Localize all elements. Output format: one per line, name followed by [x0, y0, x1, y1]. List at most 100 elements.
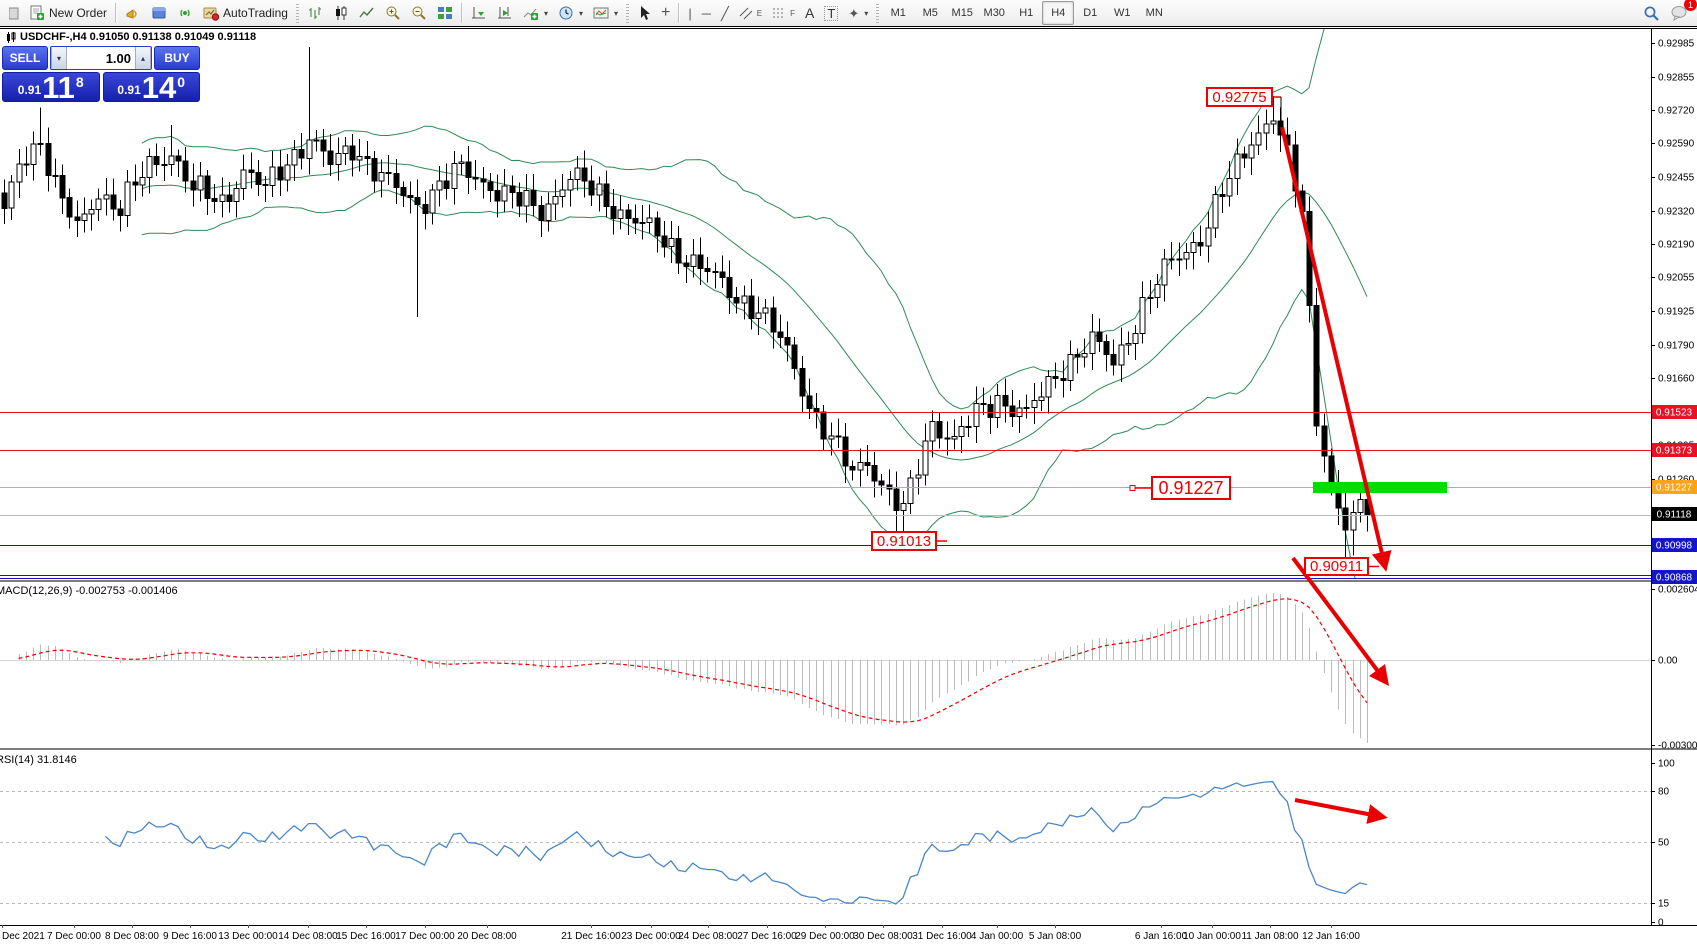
candlestick-mode-button[interactable]	[328, 1, 354, 25]
zoom-in-button[interactable]	[380, 1, 406, 25]
price-badge-label: 0.91118	[1657, 510, 1692, 521]
pane-separator[interactable]	[0, 748, 1697, 750]
market-signals-button[interactable]	[172, 1, 198, 25]
crosshair-tool-button[interactable]: +	[656, 1, 675, 25]
price-callout-0_92775[interactable]: 0.92775	[1206, 87, 1273, 107]
price-axis-label: 0.91790	[1658, 341, 1695, 352]
fibonacci-tool-button[interactable]: F	[767, 1, 800, 25]
pane-separator[interactable]	[0, 580, 1697, 582]
zoom-in-icon	[386, 6, 400, 20]
vertical-line-tool-button[interactable]: |	[683, 1, 696, 25]
bar-chart-mode-button[interactable]	[302, 1, 328, 25]
time-axis-label: 21 Dec 16:00	[561, 931, 621, 942]
rsi-axis-label: 80	[1658, 787, 1670, 798]
arrows-tool-icon: ✦	[848, 5, 860, 21]
sell-button[interactable]: SELL	[2, 46, 48, 70]
zoom-out-button[interactable]	[406, 1, 432, 25]
chevron-down-icon: ▾	[578, 8, 583, 18]
buy-price-point: 0	[177, 74, 186, 90]
price-axis-label: 0.92985	[1658, 39, 1695, 50]
red-trend-arrow[interactable]	[1291, 556, 1389, 686]
timeframe-button-d1[interactable]: D1	[1083, 7, 1098, 19]
price-badge-label: 0.91373	[1656, 446, 1693, 457]
green-highlight-rectangle[interactable]	[1313, 482, 1447, 493]
timeframe-button-h1[interactable]: H1	[1019, 7, 1034, 19]
text-tool-button[interactable]: A	[800, 1, 819, 25]
volume-decrease-button[interactable]: ▾	[51, 47, 67, 69]
timeframe-button-m30[interactable]: M30	[983, 7, 1005, 19]
expert-advisors-button[interactable]	[146, 1, 172, 25]
buy-button[interactable]: BUY	[154, 46, 200, 70]
price-axis-label: 0.92190	[1658, 240, 1695, 251]
candlesticks	[1, 46, 1371, 567]
buy-price-display[interactable]: 0.91 14 0	[102, 71, 200, 103]
price-axis-label: 0.91660	[1658, 374, 1695, 385]
time-axis-label: 29 Dec 00:00	[795, 931, 855, 942]
bollinger-middle-band	[141, 162, 1368, 461]
time-axis-label: 9 Dec 16:00	[163, 931, 217, 942]
price-callout-0_90911[interactable]: 0.90911	[1304, 557, 1369, 576]
chat-bubble-icon	[1671, 6, 1687, 21]
text-label-icon: T	[824, 5, 839, 21]
rsi-axis-label: 100	[1658, 759, 1675, 770]
timeframe-button-h4[interactable]: H4	[1042, 1, 1075, 25]
chevron-down-icon: ▾	[613, 8, 618, 18]
new-order-button[interactable]: New Order	[24, 1, 112, 25]
periods-button[interactable]: ▾	[553, 1, 588, 25]
chart-shift-icon	[497, 7, 511, 19]
timeframe-button-m1[interactable]: M1	[890, 7, 906, 19]
rsi-axis-label: 50	[1658, 838, 1670, 849]
line-chart-mode-button[interactable]	[354, 1, 380, 25]
price-axis-label: 0.91925	[1658, 307, 1695, 318]
auto-scroll-button[interactable]	[466, 1, 492, 25]
timeframe-button-m15[interactable]: M15	[951, 7, 973, 19]
push-notification-button[interactable]	[120, 1, 146, 25]
time-axis-label: 11 Jan 08:00	[1241, 931, 1299, 942]
autotrading-button[interactable]: AutoTrading	[198, 1, 293, 25]
indicators-button[interactable]: ▾	[518, 1, 553, 25]
time-axis-label: 6 Jan 16:00	[1135, 931, 1188, 942]
price-badge	[1652, 538, 1697, 552]
cursor-tool-button[interactable]	[632, 1, 656, 25]
sell-price-display[interactable]: 0.91 11 8	[2, 71, 100, 103]
chart-window-icon	[9, 7, 19, 20]
volume-increase-button[interactable]: ▴	[135, 47, 151, 69]
volume-input[interactable]	[67, 47, 135, 69]
timeframe-button-mn[interactable]: MN	[1145, 7, 1163, 19]
toolbar-grip	[626, 3, 629, 23]
symbol-ohlc-text: USDCHF-,H4 0.91050 0.91138 0.91049 0.911…	[20, 31, 257, 43]
red-trend-arrow[interactable]	[1294, 798, 1388, 824]
search-button[interactable]	[1638, 1, 1665, 25]
time-axis-label: 10 Jan 00:00	[1183, 931, 1241, 942]
channel-tool-button[interactable]: E	[734, 1, 767, 25]
notifications-button[interactable]: 1	[1665, 0, 1697, 25]
chart-shift-button[interactable]	[492, 1, 518, 25]
price-badge	[1652, 570, 1697, 584]
price-axis-label: 0.92055	[1658, 273, 1695, 284]
trendline-tool-button[interactable]: ╱	[716, 1, 734, 25]
chevron-down-icon: ▾	[864, 8, 869, 18]
red-trend-arrow[interactable]	[1280, 126, 1392, 572]
templates-button[interactable]: ▾	[588, 1, 623, 25]
cursor-icon	[641, 6, 650, 20]
window-icon[interactable]	[4, 1, 24, 25]
template-icon	[593, 7, 609, 19]
text-tool-icon: A	[805, 5, 815, 21]
time-axis-label: 15 Dec 16:00	[336, 931, 396, 942]
horizontal-line-tool-button[interactable]: ─	[697, 1, 716, 25]
autotrading-label: AutoTrading	[223, 6, 288, 20]
timeframe-button-w1[interactable]: W1	[1113, 7, 1131, 19]
horn-icon	[126, 9, 137, 19]
time-axis-label: 13 Dec 00:00	[218, 931, 278, 942]
arrows-tool-button[interactable]: ✦ ▾	[843, 1, 873, 25]
text-label-tool-button[interactable]: T	[819, 1, 843, 25]
timeframe-button-m5[interactable]: M5	[922, 7, 938, 19]
tile-windows-button[interactable]	[432, 1, 458, 25]
line-chart-icon	[359, 7, 374, 18]
time-axis-label: Dec 2021	[2, 931, 45, 942]
price-badge-label: 0.91227	[1656, 483, 1693, 494]
price-callout-0_91013[interactable]: 0.91013	[871, 531, 937, 551]
price-callout-0_91227[interactable]: 0.91227	[1151, 476, 1231, 500]
